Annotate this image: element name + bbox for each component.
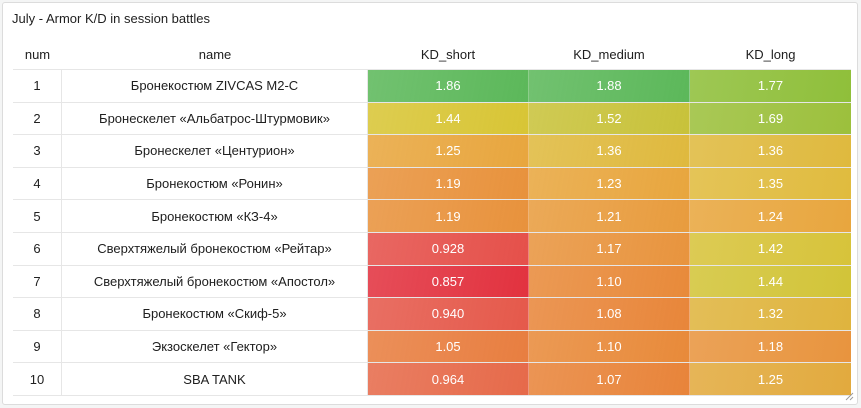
table-row: 10 SBA TANK 0.964 1.07 1.25 (13, 363, 851, 396)
cell-name: Бронекостюм ZIVCAS M2-C (62, 70, 368, 102)
cell-kd-short: 0.857 (368, 265, 529, 298)
column-header-num[interactable]: num (24, 46, 51, 62)
cell-kd-short: 0.928 (368, 232, 529, 265)
column-header-name[interactable]: name (198, 46, 232, 62)
cell-name: Бронескелет «Альбатрос-Штурмовик» (62, 102, 368, 135)
column-header-kd-long[interactable]: KD_long (745, 46, 796, 62)
kd-table: num name KD_short KD_medium KD_long 1 Бро… (13, 39, 851, 396)
table-row: 8 Бронекостюм «Скиф-5» 0.940 1.08 1.32 (13, 298, 851, 331)
cell-name: Экзоскелет «Гектор» (62, 330, 368, 363)
cell-kd-short: 1.19 (368, 167, 529, 200)
cell-num: 10 (13, 363, 62, 395)
cell-kd-long: 1.69 (690, 102, 851, 135)
cell-num: 8 (13, 298, 62, 330)
cell-kd-medium: 1.08 (529, 298, 690, 330)
cell-kd-long: 1.42 (690, 232, 851, 265)
cell-kd-long: 1.44 (690, 265, 851, 298)
cell-kd-short: 1.05 (368, 330, 529, 363)
column-header-kd-short[interactable]: KD_short (368, 39, 529, 69)
cell-kd-medium: 1.23 (529, 167, 690, 200)
table-row: 7 Сверхтяжелый бронекостюм «Апостол» 0.857… (13, 265, 851, 299)
cell-num: 7 (13, 265, 62, 298)
cell-kd-medium: 1.10 (529, 265, 690, 298)
cell-kd-short: 1.25 (368, 135, 529, 167)
cell-kd-short: 1.44 (368, 102, 529, 135)
cell-kd-long: 1.35 (690, 167, 851, 200)
cell-name: Бронекостюм «Ронин» (62, 167, 368, 200)
table-row: 4 Бронекостюм «Ронин» 1.19 1.23 1.35 (13, 167, 851, 201)
cell-kd-long: 1.25 (690, 363, 851, 395)
cell-kd-medium: 1.88 (529, 70, 690, 102)
cell-name: SBA TANK (62, 363, 368, 395)
cell-kd-medium: 1.07 (529, 363, 690, 395)
cell-kd-short: 0.940 (368, 298, 529, 330)
column-header-kd-medium[interactable]: KD_medium (529, 39, 690, 69)
table-row: 3 Бронескелет «Центурион» 1.25 1.36 1.36 (13, 135, 851, 168)
table-header-row: num name KD_short KD_medium KD_long (13, 39, 851, 70)
cell-kd-short: 1.86 (368, 70, 529, 102)
table-row: 1 Бронекостюм ZIVCAS M2-C 1.86 1.88 1.77 (13, 70, 851, 103)
cell-num: 4 (13, 167, 62, 200)
cell-num: 1 (13, 70, 62, 102)
cell-name: Сверхтяжелый бронекостюм «Рейтар» (62, 232, 368, 265)
cell-kd-medium: 1.17 (529, 232, 690, 265)
cell-kd-medium: 1.36 (529, 135, 690, 167)
table-row: 9 Экзоскелет «Гектор» 1.05 1.10 1.18 (13, 330, 851, 364)
table-row: 6 Сверхтяжелый бронекостюм «Рейтар» 0.928 1… (13, 232, 851, 266)
cell-num: 3 (13, 135, 62, 167)
cell-num: 5 (13, 200, 62, 232)
panel-title[interactable]: July - Armor K/D in session battles (12, 11, 210, 26)
cell-name: Сверхтяжелый бронекостюм «Апостол» (62, 265, 368, 298)
cell-kd-short: 1.19 (368, 200, 529, 232)
cell-kd-long: 1.77 (690, 70, 851, 102)
cell-kd-short: 0.964 (368, 363, 529, 395)
cell-num: 6 (13, 232, 62, 265)
cell-kd-long: 1.24 (690, 200, 851, 232)
table-row: 2 Бронескелет «Альбатрос-Штурмовик» 1.44 1.… (13, 102, 851, 136)
cell-name: Бронекостюм «Скиф-5» (62, 298, 368, 330)
cell-num: 9 (13, 330, 62, 363)
cell-name: Бронескелет «Центурион» (62, 135, 368, 167)
cell-name: Бронекостюм «КЗ-4» (62, 200, 368, 232)
cell-kd-medium: 1.52 (529, 102, 690, 135)
cell-kd-long: 1.18 (690, 330, 851, 363)
cell-kd-long: 1.36 (690, 135, 851, 167)
table-row: 5 Бронекостюм «КЗ-4» 1.19 1.21 1.24 (13, 200, 851, 233)
cell-kd-long: 1.32 (690, 298, 851, 330)
cell-kd-medium: 1.10 (529, 330, 690, 363)
resize-handle-icon[interactable] (845, 392, 854, 401)
cell-kd-medium: 1.21 (529, 200, 690, 232)
cell-num: 2 (13, 102, 62, 135)
